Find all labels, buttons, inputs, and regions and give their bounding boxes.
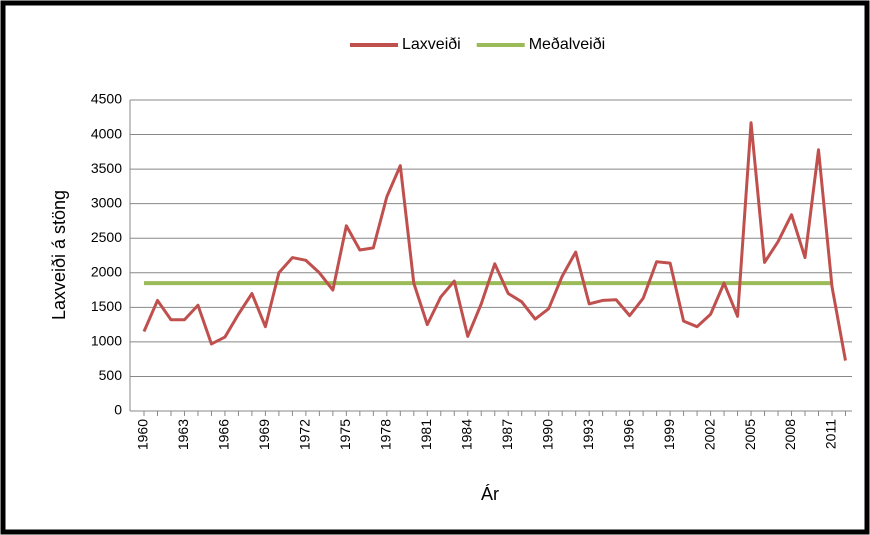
x-tick-label: 1996 <box>620 419 636 450</box>
x-tick-label: 1960 <box>135 419 151 450</box>
x-tick-label: 1963 <box>175 419 191 450</box>
series-line <box>142 121 847 361</box>
y-tick-label: 3500 <box>91 160 122 176</box>
x-tick-label: 1990 <box>539 419 555 450</box>
x-tick-label: 1987 <box>499 419 515 450</box>
y-tick-label: 1000 <box>91 333 122 349</box>
y-tick-label: 2000 <box>91 263 122 279</box>
y-tick-label: 2500 <box>91 229 122 245</box>
x-tick-label: 1966 <box>216 419 232 450</box>
x-tick-label: 1981 <box>418 419 434 450</box>
y-tick-label: 3000 <box>91 194 122 210</box>
x-tick-label: 2005 <box>742 419 758 450</box>
x-tick-label: 1978 <box>378 419 394 450</box>
y-tick-label: 0 <box>114 402 122 418</box>
legend-label: Laxveiði <box>402 36 461 53</box>
x-tick-label: 2011 <box>823 419 839 449</box>
y-tick-label: 4000 <box>91 125 122 141</box>
x-tick-label: 2008 <box>782 419 798 450</box>
x-tick-label: 1993 <box>580 419 596 450</box>
x-tick-label: 1969 <box>256 419 272 450</box>
x-tick-label: 1999 <box>661 419 677 450</box>
x-tick-label: 1972 <box>297 419 313 450</box>
legend-label: Meðalveiði <box>529 36 605 53</box>
y-tick-label: 1500 <box>91 298 122 314</box>
x-axis-title: Ár <box>481 484 499 504</box>
y-tick-label: 4500 <box>91 91 122 107</box>
x-tick-label: 2002 <box>701 419 717 450</box>
y-axis-title: Laxveiði á stöng <box>49 190 69 320</box>
x-tick-label: 1984 <box>458 419 474 450</box>
x-tick-label: 1975 <box>337 419 353 450</box>
y-tick-label: 500 <box>99 367 123 383</box>
